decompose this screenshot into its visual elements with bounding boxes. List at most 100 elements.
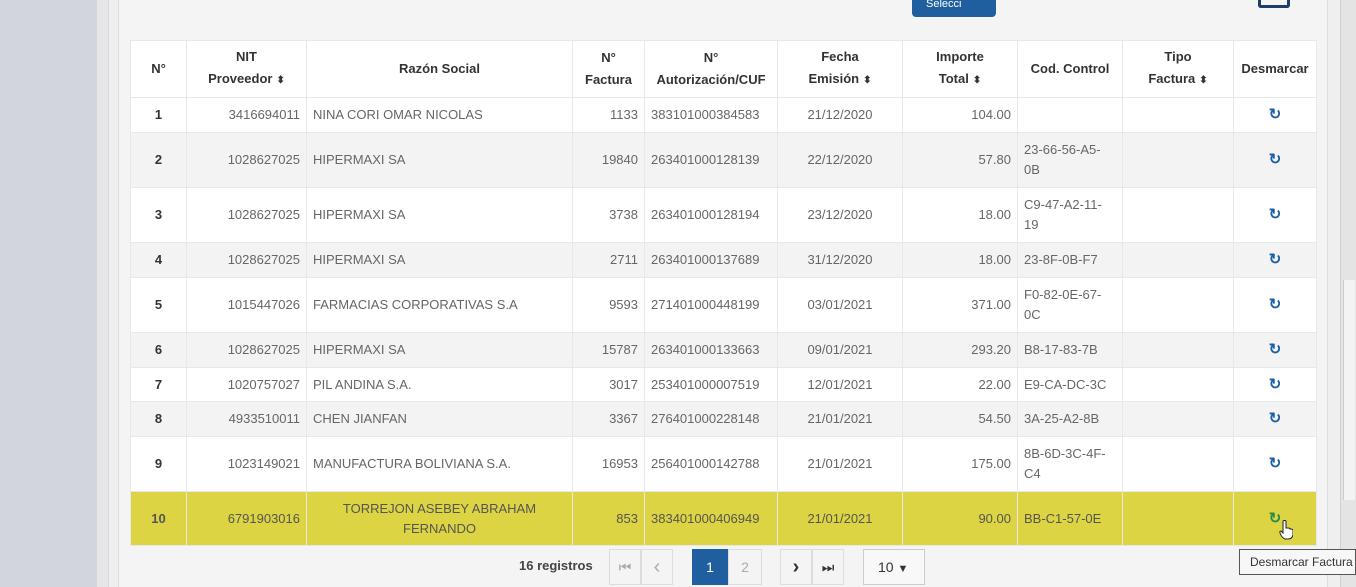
column-header: Desmarcar	[1233, 40, 1317, 98]
header-line1: N°	[601, 50, 616, 65]
column-header[interactable]: Importe Total ⬍	[902, 40, 1018, 98]
column-header: Cod. Control	[1017, 40, 1123, 98]
cod-control-cell: 3A-25-A2-8B	[1017, 401, 1123, 437]
nit-cell: 3416694011	[186, 97, 307, 133]
row-number: 10	[130, 491, 187, 546]
sidebar-edge	[97, 0, 109, 587]
autorizacion-cell: 263401000128194	[644, 187, 778, 243]
nit-cell: 1028627025	[186, 132, 307, 188]
importe-cell: 18.00	[902, 187, 1018, 243]
page-size-select[interactable]: 10 ▼	[863, 549, 925, 585]
undo-icon[interactable]: ↻	[1268, 341, 1282, 358]
last-page-button[interactable]: ⏭	[812, 549, 844, 585]
export-icon[interactable]	[1258, 0, 1290, 8]
cod-control-cell: E9-CA-DC-3C	[1017, 367, 1123, 402]
fecha-cell: 21/01/2021	[777, 491, 903, 546]
cod-control-cell: 23-66-56-A5-0B	[1017, 132, 1123, 188]
importe-cell: 54.50	[902, 401, 1018, 437]
header-line2: Total	[938, 71, 969, 86]
fecha-cell: 21/12/2020	[777, 97, 903, 133]
nit-cell: 1028627025	[186, 332, 307, 368]
column-header[interactable]: Tipo Factura ⬍	[1122, 40, 1234, 98]
page-size-value: 10	[878, 559, 894, 575]
table-row[interactable]: 9 1023149021 MANUFACTURA BOLIVIANA S.A. 169…	[130, 436, 1317, 492]
factura-cell: 853	[572, 491, 645, 546]
table-row[interactable]: 5 1015447026 FARMACIAS CORPORATIVAS S.A 959…	[130, 277, 1317, 333]
desmarcar-cell: ↻	[1233, 277, 1317, 333]
fecha-cell: 31/12/2020	[777, 242, 903, 278]
undo-icon[interactable]: ↻	[1268, 106, 1282, 123]
undo-icon[interactable]: ↻	[1268, 151, 1282, 168]
column-header: Razón Social	[306, 40, 573, 98]
left-sidebar	[0, 0, 97, 587]
next-page-button[interactable]: ›	[780, 549, 812, 585]
column-header: N°	[130, 40, 187, 98]
tipo-factura-cell	[1122, 97, 1234, 133]
razon-social-cell: HIPERMAXI SA	[306, 132, 573, 188]
select-button[interactable]: Selecci	[912, 0, 996, 17]
undo-icon[interactable]: ↻	[1268, 206, 1282, 223]
tipo-factura-cell	[1122, 187, 1234, 243]
invoices-table: N° NIT Proveedor ⬍ Razón Social N° Factura N° Au…	[130, 40, 1317, 546]
factura-cell: 3017	[572, 367, 645, 402]
cod-control-cell: BB-C1-57-0E	[1017, 491, 1123, 546]
table-row[interactable]: 6 1028627025 HIPERMAXI SA 15787 263401000133…	[130, 332, 1317, 368]
header-line1: N°	[703, 50, 719, 65]
sort-icon[interactable]: ⬍	[863, 75, 872, 86]
column-header[interactable]: NIT Proveedor ⬍	[186, 40, 307, 98]
table-row[interactable]: 7 1020757027 PIL ANDINA S.A. 3017 2534010000…	[130, 367, 1317, 402]
sort-icon[interactable]: ⬍	[276, 75, 285, 86]
undo-icon[interactable]: ↻	[1268, 509, 1282, 527]
importe-cell: 22.00	[902, 367, 1018, 402]
nit-cell: 1015447026	[186, 277, 307, 333]
factura-cell: 19840	[572, 132, 645, 188]
column-header[interactable]: Fecha Emisión ⬍	[777, 40, 903, 98]
row-number: 1	[130, 97, 187, 133]
undo-icon[interactable]: ↻	[1268, 251, 1282, 268]
sort-icon[interactable]: ⬍	[972, 75, 982, 86]
first-page-button[interactable]: ⏮	[609, 549, 641, 585]
fecha-cell: 12/01/2021	[777, 367, 903, 402]
undo-icon[interactable]: ↻	[1268, 296, 1282, 313]
chevron-down-icon: ▼	[897, 563, 909, 575]
undo-icon[interactable]: ↻	[1268, 410, 1282, 427]
factura-cell: 3738	[572, 187, 645, 243]
row-number: 6	[130, 332, 187, 368]
fecha-cell: 21/01/2021	[777, 401, 903, 437]
row-number: 4	[130, 242, 187, 278]
page-1-button[interactable]: 1	[692, 549, 728, 585]
header-line1: Razón Social	[399, 61, 480, 76]
prev-page-button[interactable]: ‹	[641, 549, 673, 585]
table-row[interactable]: 4 1028627025 HIPERMAXI SA 2711 2634010001376…	[130, 242, 1317, 278]
undo-icon[interactable]: ↻	[1268, 375, 1282, 393]
autorizacion-cell: 276401000228148	[644, 401, 778, 437]
factura-cell: 16953	[572, 436, 645, 492]
row-number: 8	[130, 401, 187, 437]
header-line1: N°	[151, 61, 166, 76]
nit-cell: 1023149021	[186, 436, 307, 492]
row-number: 3	[130, 187, 187, 243]
nit-cell: 1028627025	[186, 187, 307, 243]
importe-cell: 293.20	[902, 332, 1018, 368]
cod-control-cell: 23-8F-0B-F7	[1017, 242, 1123, 278]
table-row[interactable]: 3 1028627025 HIPERMAXI SA 3738 2634010001281…	[130, 187, 1317, 243]
razon-social-cell: HIPERMAXI SA	[306, 332, 573, 368]
razon-social-cell: MANUFACTURA BOLIVIANA S.A.	[306, 436, 573, 492]
undo-icon[interactable]: ↻	[1268, 455, 1282, 472]
table-row[interactable]: 1 3416694011 NINA CORI OMAR NICOLAS 1133 383…	[130, 97, 1317, 133]
table-row[interactable]: 2 1028627025 HIPERMAXI SA 19840 263401000128…	[130, 132, 1317, 188]
scrollbar-thumb[interactable]	[1343, 280, 1355, 500]
factura-cell: 3367	[572, 401, 645, 437]
record-count: 16 registros	[519, 558, 593, 573]
importe-cell: 175.00	[902, 436, 1018, 492]
page-2-button[interactable]: 2	[728, 549, 762, 585]
table-row[interactable]: 8 4933510011 CHEN JIANFAN 3367 2764010002281…	[130, 401, 1317, 437]
scrollbar[interactable]	[1340, 0, 1356, 587]
factura-cell: 1133	[572, 97, 645, 133]
cod-control-cell	[1017, 97, 1123, 133]
tipo-factura-cell	[1122, 491, 1234, 546]
table-row[interactable]: 10 6791903016 TORREJON ASEBEY ABRAHAM FERN…	[130, 491, 1317, 546]
autorizacion-cell: 383101000384583	[644, 97, 778, 133]
sort-icon[interactable]: ⬍	[1199, 75, 1208, 86]
row-number: 5	[130, 277, 187, 333]
